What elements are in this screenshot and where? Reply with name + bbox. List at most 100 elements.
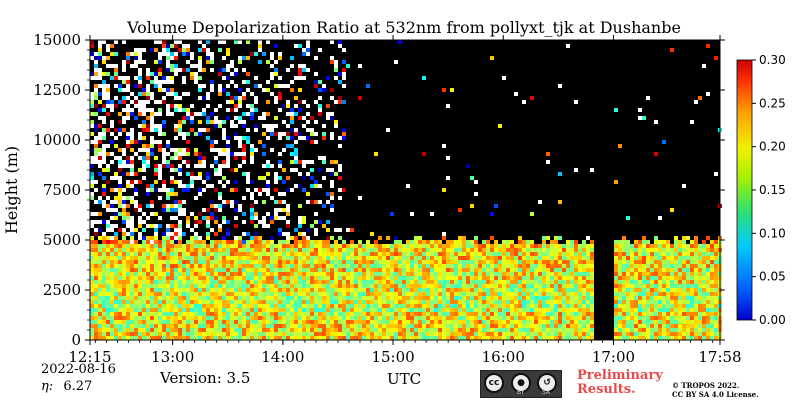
heatmap-cell	[582, 332, 586, 336]
heatmap-cell	[98, 136, 102, 140]
heatmap-cell	[622, 284, 626, 288]
heatmap-cell	[682, 300, 686, 304]
heatmap-cell	[270, 308, 274, 312]
heatmap-cell	[202, 156, 206, 160]
heatmap-cell	[650, 296, 654, 300]
heatmap-cell	[558, 248, 562, 252]
heatmap-cell	[202, 160, 206, 164]
heatmap-cell	[138, 216, 142, 220]
heatmap-cell	[510, 308, 514, 312]
heatmap-cell	[162, 184, 166, 188]
heatmap-cell	[210, 240, 214, 244]
heatmap-cell	[118, 156, 122, 160]
heatmap-cell	[218, 244, 222, 248]
heatmap-cell	[230, 284, 234, 288]
heatmap-cell	[122, 312, 126, 316]
heatmap-cell	[126, 336, 130, 340]
heatmap-cell	[402, 252, 406, 256]
heatmap-cell	[134, 248, 138, 252]
heatmap-cell	[318, 184, 322, 188]
heatmap-cell	[682, 320, 686, 324]
heatmap-cell	[242, 160, 246, 164]
heatmap-cell	[198, 272, 202, 276]
heatmap-cell	[250, 324, 254, 328]
heatmap-cell	[174, 124, 178, 128]
heatmap-cell	[158, 300, 162, 304]
heatmap-cell	[238, 256, 242, 260]
heatmap-cell	[674, 248, 678, 252]
heatmap-cell	[114, 224, 118, 228]
heatmap-cell	[454, 312, 458, 316]
heatmap-cell	[234, 224, 238, 228]
heatmap-cell	[202, 68, 206, 72]
heatmap-cell	[170, 56, 174, 60]
heatmap-cell	[534, 300, 538, 304]
heatmap-cell	[202, 48, 206, 52]
heatmap-cell	[90, 252, 94, 256]
heatmap-cell	[114, 212, 118, 216]
heatmap-cell	[150, 148, 154, 152]
heatmap-cell	[146, 192, 150, 196]
heatmap-cell	[678, 260, 682, 264]
heatmap-cell	[126, 112, 130, 116]
heatmap-cell	[486, 336, 490, 340]
heatmap-cell	[234, 280, 238, 284]
heatmap-cell	[154, 156, 158, 160]
heatmap-cell	[614, 324, 618, 328]
heatmap-cell	[498, 264, 502, 268]
heatmap-cell	[454, 268, 458, 272]
heatmap-cell	[98, 164, 102, 168]
heatmap-cell	[410, 264, 414, 268]
heatmap-cell	[218, 208, 222, 212]
heatmap-cell	[250, 292, 254, 296]
heatmap-cell	[318, 240, 322, 244]
heatmap-cell	[510, 320, 514, 324]
heatmap-cell	[142, 256, 146, 260]
heatmap-cell	[118, 176, 122, 180]
heatmap-cell	[122, 248, 126, 252]
heatmap-cell	[122, 228, 126, 232]
heatmap-cell	[526, 252, 530, 256]
heatmap-cell	[326, 252, 330, 256]
heatmap-cell	[618, 252, 622, 256]
heatmap-cell	[450, 296, 454, 300]
heatmap-cell	[98, 292, 102, 296]
heatmap-cell	[642, 264, 646, 268]
heatmap-cell	[266, 192, 270, 196]
heatmap-cell	[590, 284, 594, 288]
heatmap-cell	[626, 276, 630, 280]
heatmap-cell	[414, 312, 418, 316]
heatmap-cell	[154, 300, 158, 304]
heatmap-cell	[358, 252, 362, 256]
heatmap-cell	[146, 152, 150, 156]
heatmap-cell	[386, 248, 390, 252]
heatmap-cell	[310, 268, 314, 272]
heatmap-cell	[494, 284, 498, 288]
heatmap-cell	[502, 284, 506, 288]
heatmap-cell	[450, 252, 454, 256]
heatmap-cell	[178, 256, 182, 260]
heatmap-cell	[262, 132, 266, 136]
heatmap-cell	[302, 232, 306, 236]
heatmap-cell	[234, 180, 238, 184]
heatmap-cell	[226, 324, 230, 328]
heatmap-cell	[298, 232, 302, 236]
heatmap-cell	[198, 244, 202, 248]
heatmap-cell	[638, 288, 642, 292]
heatmap-cell	[138, 312, 142, 316]
heatmap-cell	[378, 252, 382, 256]
heatmap-cell	[382, 284, 386, 288]
heatmap-cell	[534, 296, 538, 300]
heatmap-cell	[162, 100, 166, 104]
heatmap-cell	[654, 308, 658, 312]
heatmap-cell	[146, 240, 150, 244]
heatmap-cell	[246, 248, 250, 252]
heatmap-cell	[162, 324, 166, 328]
heatmap-cell	[290, 256, 294, 260]
heatmap-cell	[178, 288, 182, 292]
heatmap-cell	[674, 316, 678, 320]
heatmap-cell	[422, 288, 426, 292]
heatmap-cell	[138, 268, 142, 272]
heatmap-cell	[138, 220, 142, 224]
heatmap-cell	[202, 328, 206, 332]
